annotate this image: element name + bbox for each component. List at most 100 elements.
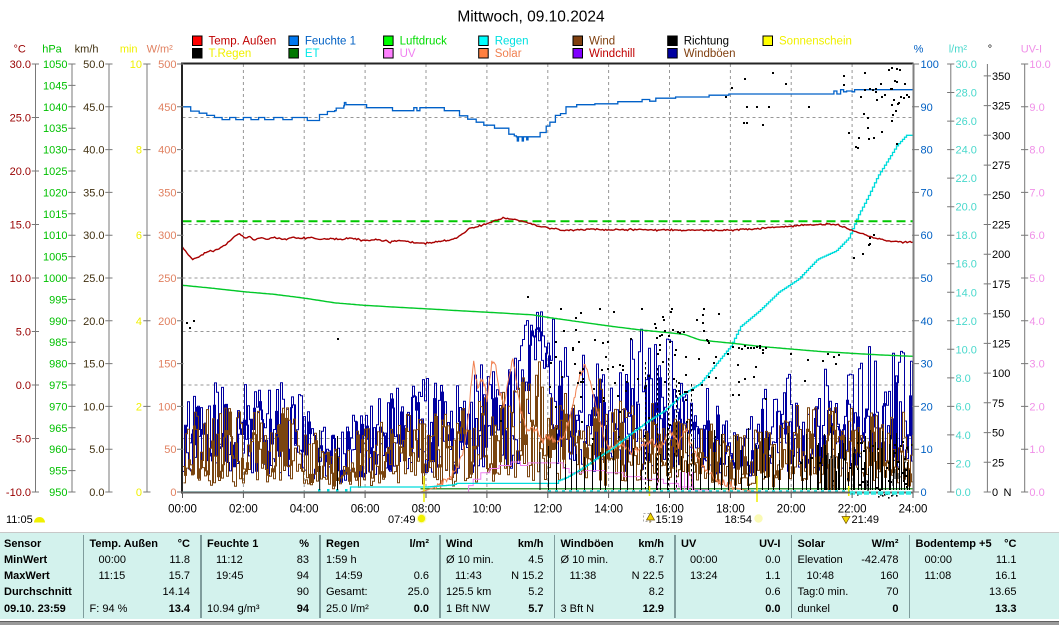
svg-text:06:00: 06:00 [351,503,380,515]
svg-text:6.0: 6.0 [1029,230,1044,242]
svg-text:10: 10 [921,444,933,456]
svg-text:275: 275 [992,160,1010,172]
svg-text:-10.0: -10.0 [6,487,31,499]
svg-text:00:00: 00:00 [168,503,197,515]
svg-text:4.0: 4.0 [1029,316,1044,328]
svg-text:UV-I: UV-I [1021,44,1042,56]
svg-text:980: 980 [49,359,67,371]
svg-text:50: 50 [921,273,933,285]
svg-text:40.0: 40.0 [83,145,104,157]
svg-text:Temp. Außen: Temp. Außen [209,35,277,47]
svg-text:500: 500 [158,59,176,71]
svg-text:955: 955 [49,466,67,478]
svg-text:200: 200 [158,316,176,328]
svg-text:125: 125 [992,338,1010,350]
svg-text:30: 30 [921,359,933,371]
svg-text:2.0: 2.0 [956,459,971,471]
svg-text:W/m²: W/m² [147,44,174,56]
svg-text:150: 150 [992,309,1010,321]
svg-text:10:00: 10:00 [473,503,502,515]
svg-text:1020: 1020 [43,187,67,199]
svg-text:6: 6 [136,230,142,242]
svg-text:UV: UV [400,48,416,60]
svg-text:325: 325 [992,101,1010,113]
svg-text:10: 10 [130,59,142,71]
svg-text:26.0: 26.0 [956,116,977,128]
svg-text:20.0: 20.0 [10,166,31,178]
svg-text:50: 50 [992,428,1004,440]
svg-text:min: min [120,44,138,56]
svg-text:35.0: 35.0 [83,187,104,199]
svg-text:07:49: 07:49 [388,514,416,526]
svg-text:50: 50 [164,444,176,456]
svg-text:8: 8 [136,145,142,157]
svg-text:°C: °C [14,44,26,56]
svg-text:25.0: 25.0 [83,273,104,285]
svg-text:0: 0 [921,487,927,499]
svg-text:Sonnenschein: Sonnenschein [779,35,852,47]
svg-text:950: 950 [49,487,67,499]
svg-text:990: 990 [49,316,67,328]
svg-text:N: N [1004,487,1012,499]
svg-text:3.0: 3.0 [1029,359,1044,371]
svg-text:15.0: 15.0 [83,359,104,371]
svg-text:Solar: Solar [495,48,522,60]
svg-text:1010: 1010 [43,230,67,242]
svg-text:80: 80 [921,145,933,157]
svg-text:l/m²: l/m² [949,44,968,56]
svg-text:18:00: 18:00 [716,503,745,515]
svg-text:450: 450 [158,102,176,114]
svg-text:30.0: 30.0 [83,230,104,242]
svg-text:30.0: 30.0 [10,59,31,71]
svg-text:50.0: 50.0 [83,59,104,71]
svg-text:08:00: 08:00 [412,503,441,515]
svg-text:1050: 1050 [43,59,67,71]
svg-text:Wind: Wind [589,35,615,47]
svg-text:6.0: 6.0 [956,401,971,413]
svg-text:20: 20 [921,401,933,413]
svg-text:75: 75 [992,398,1004,410]
svg-text:04:00: 04:00 [290,503,319,515]
svg-text:10.0: 10.0 [10,273,31,285]
svg-text:0: 0 [992,487,998,499]
svg-text:0.0: 0.0 [956,487,971,499]
svg-text:45.0: 45.0 [83,102,104,114]
svg-text:8.0: 8.0 [1029,145,1044,157]
svg-text:200: 200 [992,249,1010,261]
svg-text:18.0: 18.0 [956,230,977,242]
svg-text:175: 175 [992,279,1010,291]
svg-text:0.0: 0.0 [1029,487,1044,499]
svg-text:24.0: 24.0 [956,145,977,157]
svg-text:2.0: 2.0 [1029,401,1044,413]
svg-text:Mittwoch, 09.10.2024: Mittwoch, 09.10.2024 [457,9,605,26]
svg-text:960: 960 [49,444,67,456]
svg-text:%: % [914,44,924,56]
svg-text:250: 250 [158,273,176,285]
svg-text:km/h: km/h [75,44,99,56]
svg-text:hPa: hPa [42,44,62,56]
svg-text:20:00: 20:00 [777,503,806,515]
svg-text:975: 975 [49,380,67,392]
svg-text:5.0: 5.0 [1029,273,1044,285]
svg-text:16.0: 16.0 [956,259,977,271]
svg-text:30.0: 30.0 [956,59,977,71]
svg-text:300: 300 [992,130,1010,142]
svg-text:14.0: 14.0 [956,287,977,299]
svg-text:Windchill: Windchill [589,48,635,60]
svg-text:225: 225 [992,220,1010,232]
svg-text:5.0: 5.0 [89,444,104,456]
svg-text:4.0: 4.0 [956,430,971,442]
svg-text:22:00: 22:00 [838,503,867,515]
svg-text:40: 40 [921,316,933,328]
svg-text:Feuchte 1: Feuchte 1 [305,35,356,47]
svg-text:16:00: 16:00 [655,503,684,515]
svg-text:150: 150 [158,359,176,371]
svg-text:7.0: 7.0 [1029,187,1044,199]
svg-text:400: 400 [158,145,176,157]
svg-text:ET: ET [305,48,320,60]
svg-text:90: 90 [921,102,933,114]
svg-text:12:00: 12:00 [533,503,562,515]
svg-text:25.0: 25.0 [10,113,31,125]
svg-text:300: 300 [158,230,176,242]
svg-text:28.0: 28.0 [956,88,977,100]
